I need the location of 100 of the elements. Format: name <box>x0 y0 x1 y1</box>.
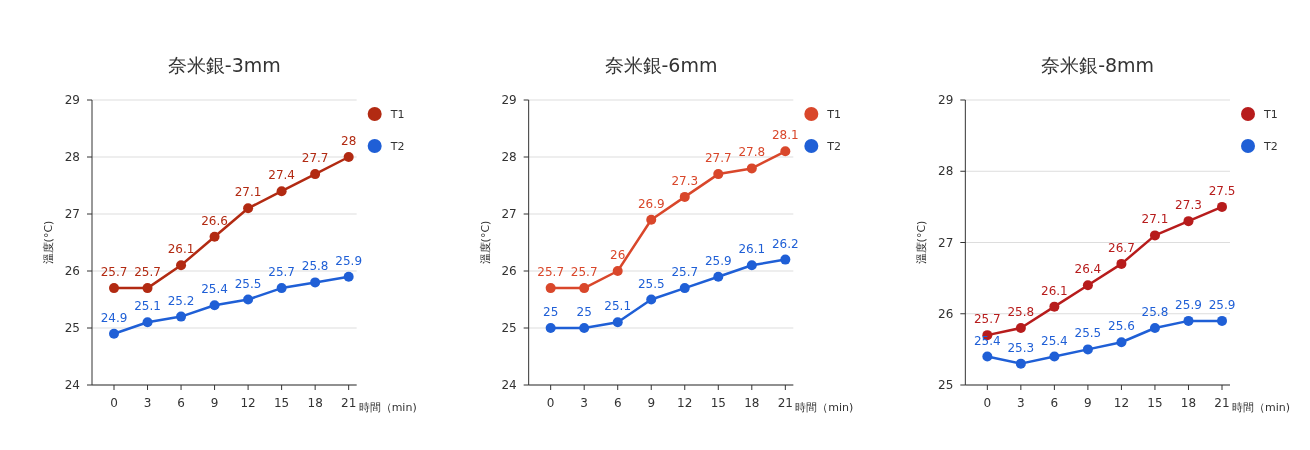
data-label: 25 <box>543 305 559 319</box>
point <box>579 283 590 294</box>
point <box>109 283 119 294</box>
point <box>679 283 690 294</box>
data-label: 25.8 <box>301 259 329 274</box>
data-label: 26 <box>610 248 626 262</box>
data-label: 27.1 <box>234 185 262 200</box>
point <box>343 152 354 162</box>
x-axis-title: 時間（min) <box>358 401 417 414</box>
x-tick-label: 6 <box>1050 396 1059 410</box>
y-tick-label: 25 <box>501 321 517 335</box>
chart-title: 奈米銀-8mm <box>1041 54 1155 76</box>
data-label: 27.3 <box>671 173 699 188</box>
point <box>1082 344 1093 355</box>
x-tick-label: 3 <box>1017 396 1025 410</box>
data-label: 28.1 <box>771 128 799 143</box>
point <box>545 283 556 294</box>
data-label: 25.7 <box>973 312 1001 327</box>
data-label: 26.9 <box>637 196 665 211</box>
data-label: 25.9 <box>335 253 363 268</box>
data-label: 26.7 <box>1108 240 1135 255</box>
x-tick-label: 12 <box>1113 396 1130 410</box>
x-tick-label: 18 <box>307 396 323 410</box>
point <box>142 283 153 294</box>
point <box>1015 358 1026 369</box>
point <box>1015 323 1026 333</box>
point <box>1049 351 1060 362</box>
data-label: 26.2 <box>771 236 799 251</box>
legend-label: T1 <box>826 108 842 121</box>
y-tick-label: 24 <box>64 378 80 392</box>
y-tick-label: 25 <box>938 378 954 392</box>
x-tick-label: 3 <box>143 396 152 410</box>
y-axis-title: 溫度(°C) <box>478 220 492 265</box>
data-label: 27.3 <box>1175 198 1202 213</box>
data-label: 25.4 <box>973 333 1001 348</box>
data-label: 25.4 <box>201 282 228 297</box>
data-label: 27.8 <box>738 145 766 160</box>
point <box>109 328 119 339</box>
y-tick-label: 24 <box>501 378 517 392</box>
point <box>780 146 791 157</box>
y-tick-label: 28 <box>501 150 517 164</box>
y-tick-label: 26 <box>64 264 80 278</box>
chart-title: 奈米銀-3mm <box>167 54 281 76</box>
x-tick-label: 18 <box>744 396 760 410</box>
point <box>1082 280 1093 291</box>
x-tick-label: 12 <box>677 396 693 410</box>
data-label: 25.8 <box>1007 305 1035 319</box>
data-label: 26.1 <box>738 242 766 257</box>
data-label: 25.8 <box>1141 305 1169 319</box>
data-label: 25.4 <box>1041 333 1068 348</box>
point <box>276 283 287 294</box>
y-tick-label: 28 <box>938 164 954 179</box>
x-tick-label: 21 <box>341 396 357 410</box>
data-label: 25.7 <box>100 265 128 280</box>
point <box>1116 337 1127 348</box>
y-axis-title: 溫度(°C) <box>915 220 929 265</box>
point <box>1149 230 1160 241</box>
data-label: 25.9 <box>704 253 732 268</box>
data-label: 25.5 <box>234 276 262 291</box>
y-tick-label: 27 <box>64 207 80 221</box>
x-tick-label: 18 <box>1180 396 1197 410</box>
data-label: 25.1 <box>134 299 161 314</box>
point <box>780 254 791 265</box>
x-axis-title: 時間（min) <box>795 401 854 414</box>
y-tick-label: 29 <box>938 93 954 107</box>
legend-label: T1 <box>389 108 405 121</box>
point <box>982 351 993 362</box>
legend-label: T2 <box>389 140 405 153</box>
data-label: 25 <box>576 305 592 319</box>
legend-label: T2 <box>1263 140 1278 153</box>
data-label: 25.5 <box>1074 326 1102 341</box>
point <box>1183 315 1194 326</box>
data-label: 25.7 <box>268 265 295 280</box>
y-tick-label: 27 <box>501 207 517 221</box>
point <box>176 311 187 322</box>
data-label: 25.9 <box>1175 297 1202 312</box>
data-label: 26.4 <box>1074 262 1102 277</box>
data-label: 25.5 <box>637 276 665 291</box>
point <box>746 260 757 271</box>
point <box>646 294 657 305</box>
x-tick-label: 3 <box>580 396 589 410</box>
y-tick-label: 27 <box>938 235 954 250</box>
y-tick-label: 26 <box>938 306 954 321</box>
point <box>176 260 187 271</box>
point <box>612 266 623 276</box>
data-label: 25.7 <box>570 265 598 280</box>
point <box>679 191 690 202</box>
x-tick-label: 0 <box>110 396 118 410</box>
x-tick-label: 9 <box>210 396 219 410</box>
y-tick-label: 29 <box>501 93 517 107</box>
y-axis-title: 溫度(°C) <box>42 220 55 265</box>
point <box>243 294 254 305</box>
point <box>579 323 590 333</box>
point <box>209 300 220 311</box>
data-label: 26.1 <box>1041 283 1068 298</box>
x-tick-label: 15 <box>273 396 290 410</box>
y-tick-label: 26 <box>501 264 517 278</box>
x-tick-label: 6 <box>177 396 185 410</box>
point <box>1217 315 1227 326</box>
point <box>1149 323 1160 333</box>
